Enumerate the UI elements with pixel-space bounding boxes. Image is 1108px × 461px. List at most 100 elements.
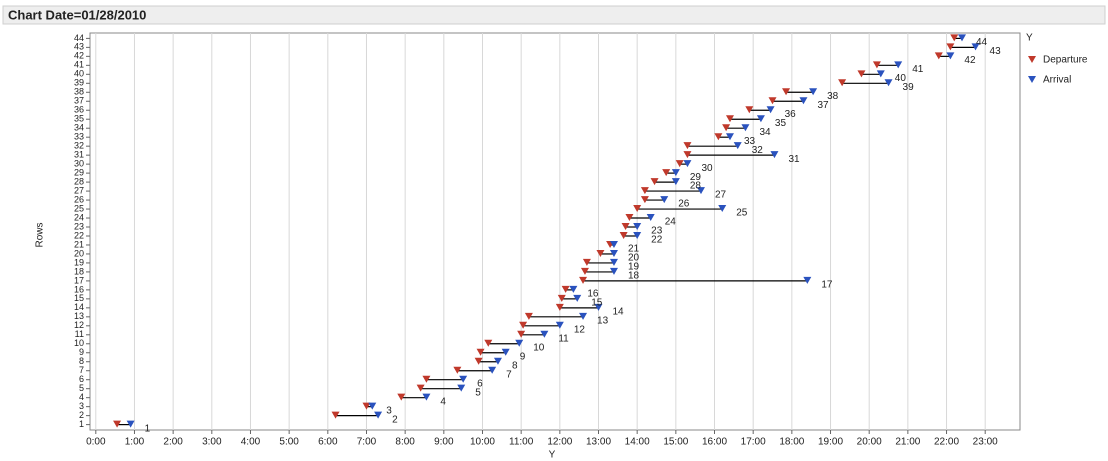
y-tick-label: 33 [74,132,84,142]
chart: Chart Date=01/28/2010 Y Rows Y 0:001:002… [0,0,1108,461]
y-tick-label: 37 [74,96,84,106]
row-label: 12 [574,324,586,335]
y-tick-label: 32 [74,141,84,151]
y-tick-label: 22 [74,230,84,240]
y-tick-label: 28 [74,176,84,186]
x-tick-label: 14:00 [625,437,650,448]
row-label: 34 [759,127,771,138]
x-tick-label: 8:00 [395,437,415,448]
x-axis-label: Y [549,450,556,461]
row-label: 14 [613,306,625,317]
y-tick-label: 38 [74,87,84,97]
y-axis-label: Rows [35,222,46,247]
y-tick-label: 24 [74,212,84,222]
y-tick-label: 5 [79,383,84,393]
y-tick-label: 10 [74,338,84,348]
row-label: 43 [990,46,1002,57]
row-label: 38 [827,91,839,102]
y-tick-label: 6 [79,374,84,384]
x-tick-label: 6:00 [318,437,338,448]
y-tick-label: 31 [74,150,84,160]
x-tick-label: 0:00 [86,437,106,448]
row-label: 36 [785,109,797,120]
y-tick-label: 11 [75,329,84,339]
row-label: 4 [440,396,446,407]
y-tick-label: 34 [74,123,84,133]
x-tick-label: 4:00 [241,437,261,448]
y-tick-label: 4 [79,392,84,402]
row-label: 17 [821,280,833,291]
row-label: 44 [976,37,988,48]
y-tick-label: 7 [79,365,84,375]
legend-label: Departure [1043,55,1088,66]
x-tick-label: 18:00 [779,437,804,448]
y-tick-label: 20 [74,248,84,258]
x-tick-label: 22:00 [934,437,959,448]
x-tick-label: 13:00 [586,437,611,448]
x-tick-label: 5:00 [279,437,299,448]
row-label: 26 [678,199,690,210]
row-label: 8 [512,360,518,371]
x-tick-label: 2:00 [163,437,183,448]
x-tick-label: 1:00 [125,437,145,448]
x-tick-label: 12:00 [547,437,572,448]
y-tick-label: 8 [79,356,84,366]
row-label: 29 [690,172,702,183]
row-label: 42 [964,55,976,66]
x-tick-label: 11:00 [509,437,534,448]
row-label: 24 [665,217,677,228]
row-label: 23 [651,226,663,237]
row-label: 30 [701,163,713,174]
y-tick-label: 26 [74,194,84,204]
row-label: 40 [895,73,907,84]
x-tick-label: 17:00 [741,437,766,448]
y-tick-label: 42 [74,51,84,61]
y-tick-label: 18 [74,266,84,276]
y-tick-label: 17 [74,275,84,285]
y-tick-label: 41 [74,60,84,70]
y-tick-label: 1 [79,419,84,429]
x-tick-label: 9:00 [434,437,454,448]
x-tick-label: 23:00 [973,437,998,448]
y-tick-label: 3 [79,401,84,411]
y-tick-label: 27 [74,185,84,195]
x-tick-label: 20:00 [857,437,882,448]
row-label: 21 [628,244,640,255]
header-title: Chart Date=01/28/2010 [8,7,146,22]
y-tick-label: 30 [74,159,84,169]
plot-area [90,33,1020,430]
y-tick-label: 35 [74,114,84,124]
row-label: 10 [533,342,545,353]
y-tick-label: 14 [74,302,84,312]
row-label: 27 [715,190,727,201]
x-tick-label: 7:00 [357,437,377,448]
y-tick-label: 43 [74,42,84,52]
x-tick-label: 15:00 [663,437,688,448]
row-label: 9 [520,351,526,362]
y-tick-label: 21 [74,239,84,249]
row-label: 33 [744,136,756,147]
y-tick-label: 9 [79,347,84,357]
y-tick-label: 36 [74,105,84,115]
y-tick-label: 13 [74,311,84,321]
x-tick-label: 3:00 [202,437,222,448]
row-label: 13 [597,315,609,326]
legend-label: Arrival [1043,75,1071,86]
x-tick-label: 21:00 [895,437,920,448]
y-tick-label: 12 [74,320,84,330]
y-tick-label: 15 [74,293,84,303]
y-tick-label: 29 [74,167,84,177]
row-label: 2 [392,414,398,425]
y-tick-label: 39 [74,78,84,88]
row-label: 11 [558,333,569,344]
row-label: 1 [145,423,151,434]
row-label: 3 [386,405,392,416]
row-label: 25 [736,208,748,219]
y-tick-label: 23 [74,221,84,231]
y-tick-label: 25 [74,203,84,213]
x-tick-label: 10:00 [470,437,495,448]
row-label: 41 [912,64,924,75]
y-tick-label: 16 [74,284,84,294]
x-tick-label: 16:00 [702,437,727,448]
y-tick-label: 44 [74,33,84,43]
